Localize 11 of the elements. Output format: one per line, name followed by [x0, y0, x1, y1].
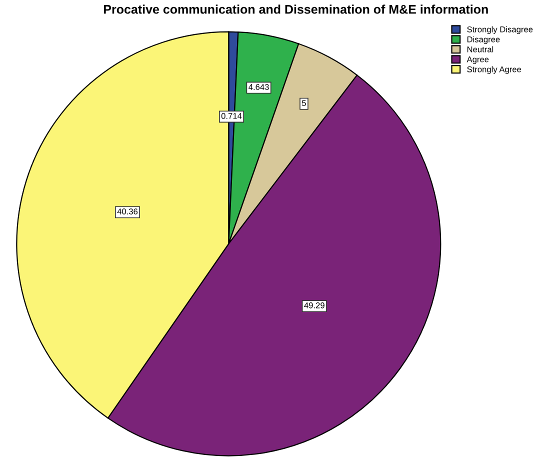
- data-label: 5: [302, 100, 306, 106]
- legend-label: Agree: [466, 56, 489, 64]
- chart-title: Procative communication and Dissemination of M&E information: [104, 4, 488, 14]
- data-label: 0.714: [221, 112, 242, 119]
- legend-label: Strongly Agree: [467, 66, 522, 74]
- legend-label: Strongly Disagree: [467, 26, 533, 34]
- data-label: 49.29: [304, 302, 324, 308]
- data-label: 40.36: [117, 208, 138, 214]
- legend-label: Disagree: [467, 36, 500, 44]
- legend-label: Neutral: [467, 46, 494, 52]
- data-label: 4.643: [248, 84, 269, 90]
